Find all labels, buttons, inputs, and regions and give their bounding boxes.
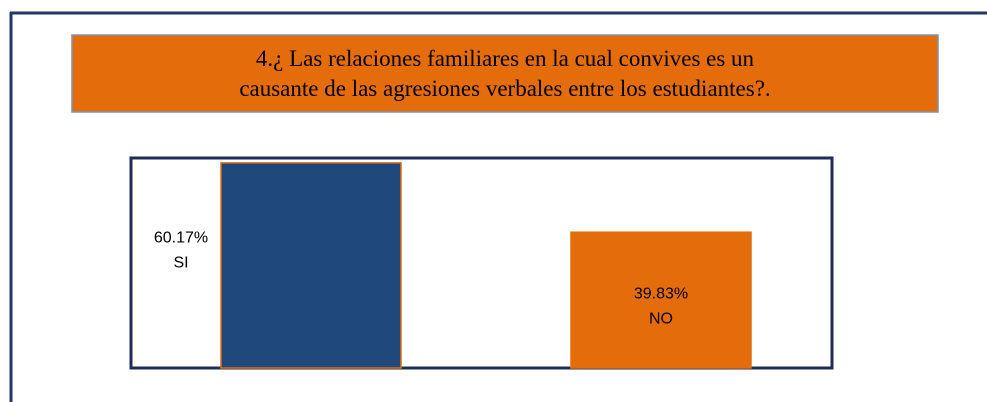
chart-title: 4.¿ Las relaciones familiares en la cual…: [256, 46, 755, 71]
chart-title: causante de las agresiones verbales entr…: [239, 76, 770, 101]
category-label: SI: [173, 255, 188, 272]
title-box: [71, 34, 939, 113]
bar: [570, 231, 752, 369]
data-label: 60.17%: [154, 230, 208, 247]
bar: [220, 162, 402, 369]
category-label: NO: [649, 310, 673, 327]
data-label: 39.83%: [634, 285, 688, 302]
